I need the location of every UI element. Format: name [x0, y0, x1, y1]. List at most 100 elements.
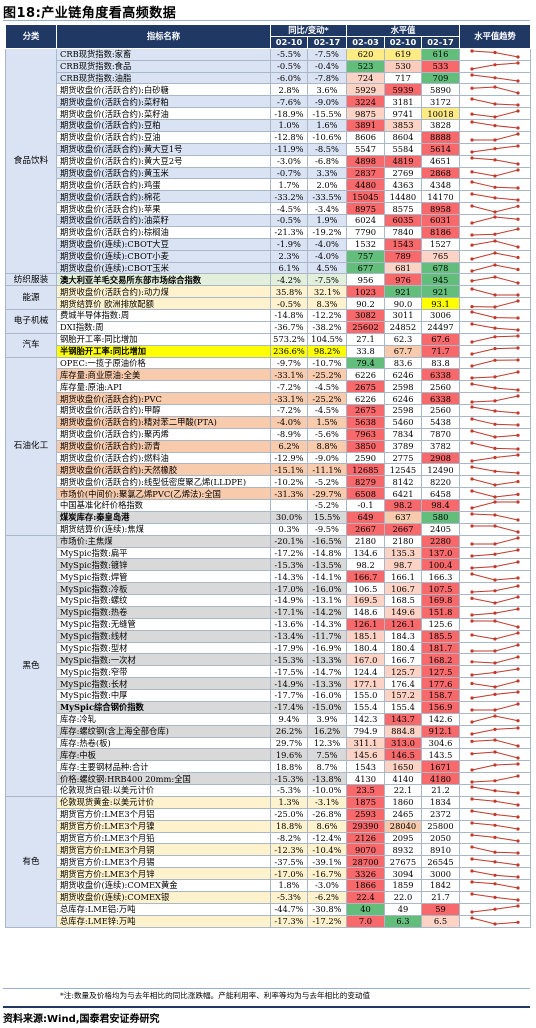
indicator-name: 钢胎开工率:同比增加 — [56, 332, 271, 346]
level-value: 98.2 — [346, 558, 385, 572]
sparkline-point — [470, 156, 474, 160]
yoy-value: -15.3% — [270, 772, 308, 785]
sparkline-point — [470, 120, 474, 125]
level-value: 5460 — [384, 415, 422, 429]
level-value: 26545 — [420, 855, 461, 869]
level-value: 649 — [346, 510, 385, 524]
indicator-name: 期货收盘价(活跃合约):豆油 — [56, 130, 271, 144]
sparkline-point — [493, 542, 497, 546]
level-value: 143.7 — [384, 712, 422, 726]
table-row: 期货收盘价(连续):COMEX黄金 1.8% -3.0% 1866 1859 1842 — [6, 879, 532, 892]
sparkline-point — [493, 63, 497, 67]
level-value: 5929 — [346, 83, 385, 97]
sparkline-point — [470, 49, 474, 53]
sparkline-point — [493, 138, 497, 142]
yoy-value: -3.4% — [307, 202, 347, 215]
yoy-value: -17.3% — [270, 914, 308, 928]
level-value: 27.1 — [346, 332, 385, 346]
indicator-name: CRB现货指数:油脂 — [56, 71, 271, 85]
indicator-name: CRB现货指数:家畜 — [56, 47, 271, 61]
sparkline-point — [516, 702, 520, 706]
sparkline-point — [516, 168, 520, 172]
table-row: MySpic指数:冷板 -17.0% -16.0% 106.5 106.7 107.5 — [6, 582, 532, 595]
sparkline-point — [493, 174, 497, 178]
indicator-name: 价格:螺纹钢:HRB400 20mm:全国 — [56, 772, 271, 785]
sparkline-point — [493, 239, 497, 243]
category-cell: 石油化工 — [5, 356, 57, 536]
yoy-value: -14.8% — [307, 546, 347, 560]
sparkline-point — [516, 536, 520, 540]
level-value: 2372 — [420, 807, 461, 821]
sparkline-point — [516, 560, 520, 564]
table-row: 期货官方价:LME3个月镍 18.8% 8.6% 29390 28040 25800 — [6, 819, 532, 833]
trend-sparkline — [459, 617, 532, 631]
trend-sparkline — [459, 249, 532, 263]
sparkline-point — [493, 195, 497, 200]
trend-sparkline — [459, 831, 532, 845]
sparkline-point — [516, 198, 520, 202]
level-value: 168.2 — [420, 653, 461, 667]
yoy-value: -17.1% — [270, 605, 308, 619]
indicator-name: 澳大利亚羊毛交易所东部市场综合指数 — [56, 273, 271, 287]
sparkline-point — [516, 655, 520, 659]
trend-sparkline — [459, 807, 532, 821]
trend-sparkline — [459, 261, 532, 275]
level-value: 311.1 — [346, 736, 385, 750]
level-value: 5614 — [420, 142, 461, 156]
level-value: 126.1 — [384, 617, 422, 631]
level-value: 681 — [384, 261, 422, 275]
yoy-value: -14.9% — [270, 594, 308, 607]
data-table: 分类 指标名称 同比/变动* 水平值 水平值趋势 02-10 02-17 02-… — [5, 24, 532, 928]
sparkline-point — [470, 112, 474, 116]
yoy-value: 1.5% — [307, 415, 347, 429]
sparkline-point — [516, 334, 520, 338]
sparkline-point — [470, 221, 474, 226]
header-level-date: 02-03 — [346, 35, 385, 49]
sparkline-point — [470, 203, 474, 208]
level-value: 6246 — [384, 392, 422, 405]
sparkline-point — [516, 576, 520, 580]
level-value: 24497 — [420, 320, 461, 334]
level-value: 5438 — [420, 415, 461, 429]
level-value: 8604 — [384, 130, 422, 144]
level-value: 765 — [420, 249, 461, 263]
sparkline-point — [493, 469, 497, 473]
sparkline-point — [493, 124, 497, 128]
level-value: 29390 — [346, 819, 385, 833]
indicator-name: 库存量:商业原油:全美 — [56, 368, 271, 382]
level-value: 22.0 — [384, 890, 422, 904]
level-value: 90.0 — [384, 297, 422, 310]
sparkline-point — [516, 388, 520, 392]
sparkline-point — [516, 904, 520, 908]
category-cell: 电子机械 — [5, 309, 57, 334]
sparkline-point — [493, 209, 497, 214]
table-row: MySpic指数:长材 -14.9% -13.3% 177.1 176.4 177.6 — [6, 677, 532, 690]
yoy-value: 1.0% — [270, 119, 308, 132]
table-row: 期货收盘价(活跃合约):线型低密度聚乙烯(LLDPE) -10.2% -5.2% 82… — [6, 475, 532, 489]
trend-sparkline — [459, 736, 532, 750]
level-value: 677 — [346, 261, 385, 275]
header-level-date: 02-10 — [384, 35, 422, 49]
trend-sparkline — [459, 225, 532, 239]
level-value: 148.6 — [346, 605, 385, 619]
sparkline-point — [470, 720, 474, 724]
table-row: 库存:主要钢材品种:合计 18.8% 8.7% 1543 1650 1671 — [6, 760, 532, 774]
level-value: 4898 — [346, 154, 385, 168]
level-value: 637 — [384, 510, 422, 524]
indicator-name: MySpic指数:一次材 — [56, 653, 271, 667]
level-value: 1650 — [384, 760, 422, 774]
sparkline-point — [470, 892, 474, 896]
header-category: 分类 — [5, 24, 57, 49]
sparkline-point — [516, 773, 520, 778]
indicator-name: MySpic综合钢价指数 — [56, 700, 271, 714]
level-value: 8575 — [384, 202, 422, 215]
level-value: 2590 — [346, 451, 385, 465]
level-value: 180.4 — [384, 641, 422, 655]
sparkline-point — [470, 67, 474, 71]
sparkline-point — [470, 322, 474, 326]
sparkline-point — [516, 316, 520, 321]
level-value: 169.8 — [420, 594, 461, 607]
yoy-value: -29.7% — [307, 487, 347, 500]
yoy-value: 29.7% — [270, 736, 308, 750]
table-row: 电子机械 费城半导体指数:周 -14.8% -12.2% 3082 3011 3006 — [5, 309, 532, 334]
